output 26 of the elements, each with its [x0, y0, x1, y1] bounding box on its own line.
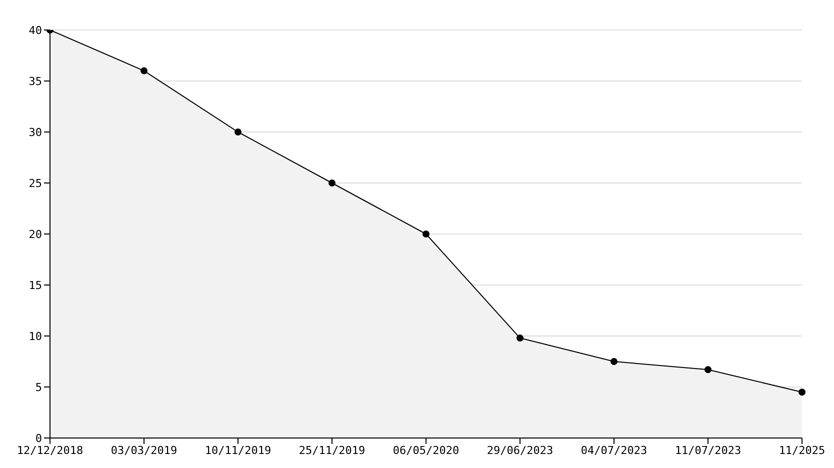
y-tick-label: 40 — [28, 24, 42, 37]
y-tick-label: 30 — [28, 126, 42, 139]
point — [610, 358, 618, 365]
point — [704, 366, 712, 374]
x-tick-label: 11/07/2023 — [674, 444, 742, 457]
x-tick-label: 11/2025 — [778, 444, 826, 457]
y-tick-label: 10 — [28, 330, 42, 343]
point — [140, 67, 148, 74]
y-tick-label: 0 — [35, 432, 42, 445]
x-tick-label: 04/07/2023 — [580, 444, 648, 457]
point — [422, 230, 430, 238]
x-tick-label: 25/11/2019 — [298, 444, 366, 457]
y-tick-label: 20 — [28, 228, 42, 241]
point — [234, 128, 242, 136]
y-tick-label: 25 — [28, 176, 42, 190]
x-tick-label: 12/12/2018 — [16, 444, 84, 457]
y-tick-label: 15 — [28, 278, 42, 292]
y-tick-label: 35 — [28, 74, 42, 88]
x-tick-label: 29/06/2023 — [486, 444, 554, 457]
x-tick-label: 03/03/2019 — [110, 444, 178, 457]
point — [798, 388, 806, 396]
y-tick-label: 5 — [35, 380, 42, 394]
x-tick-label: 06/05/2020 — [392, 444, 460, 457]
point — [516, 334, 524, 342]
point — [328, 180, 336, 186]
x-tick-label: 10/11/2019 — [204, 444, 272, 457]
